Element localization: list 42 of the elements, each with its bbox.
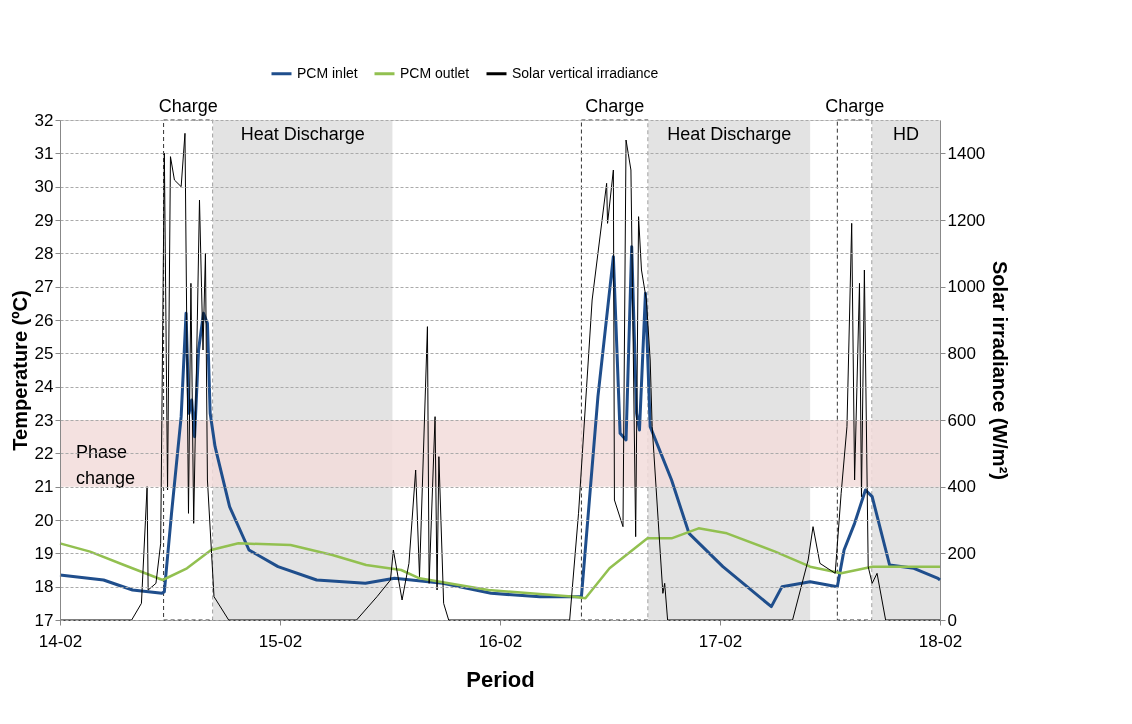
y-tick-label: 27 xyxy=(34,277,54,297)
band-label: Phase change xyxy=(76,442,136,489)
y-tick-label: 18 xyxy=(34,577,54,597)
y2-tick-label: 200 xyxy=(947,543,976,563)
y2-tick-label: 600 xyxy=(947,410,976,430)
band-label: Charge xyxy=(158,96,218,116)
y-tick-label: 23 xyxy=(34,410,54,430)
y-tick-label: 26 xyxy=(34,310,54,330)
y2-tick-label: 400 xyxy=(947,477,976,497)
y2-tick-label: 0 xyxy=(947,610,957,630)
band-label: HD xyxy=(893,124,920,144)
x-tick-label: 17-02 xyxy=(698,631,743,651)
y-axis-title: Temperature (ºC) xyxy=(8,290,31,451)
y-tick-label: 28 xyxy=(34,243,54,263)
band-label: Charge xyxy=(585,96,645,116)
legend-label: PCM inlet xyxy=(297,64,358,81)
y-tick-label: 20 xyxy=(34,510,54,530)
x-tick-label: 14-02 xyxy=(38,631,83,651)
x-axis-title: Period xyxy=(466,666,535,692)
y2-axis-title: Solar irradiance (W/m²) xyxy=(989,261,1012,480)
legend-label: PCM outlet xyxy=(400,64,470,81)
x-tick-label: 18-02 xyxy=(918,631,963,651)
band-label: Charge xyxy=(825,96,885,116)
band-label: Heat Discharge xyxy=(667,124,792,144)
y-tick-label: 31 xyxy=(34,143,54,163)
y-tick-label: 22 xyxy=(34,443,54,463)
x-tick-label: 15-02 xyxy=(258,631,303,651)
x-tick-label: 16-02 xyxy=(478,631,523,651)
y2-tick-label: 800 xyxy=(947,343,976,363)
legend-label: Solar vertical irradiance xyxy=(512,64,659,81)
y-tick-label: 25 xyxy=(34,343,54,363)
y-tick-label: 24 xyxy=(34,377,54,397)
y2-tick-label: 1000 xyxy=(947,277,986,297)
y-tick-label: 30 xyxy=(34,177,54,197)
band-label: Heat Discharge xyxy=(240,124,365,144)
y2-tick-label: 1400 xyxy=(947,143,986,163)
y2-tick-label: 1200 xyxy=(947,210,986,230)
y-tick-label: 32 xyxy=(34,110,54,130)
y-tick-label: 21 xyxy=(34,477,54,497)
y-tick-label: 19 xyxy=(34,543,54,563)
y-tick-label: 17 xyxy=(34,610,54,630)
y-tick-label: 29 xyxy=(34,210,54,230)
